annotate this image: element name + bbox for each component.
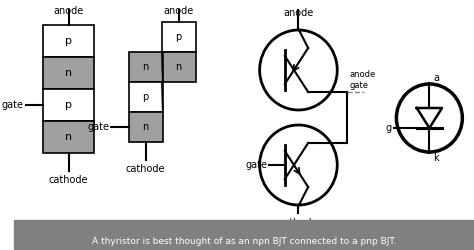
Text: gate: gate	[246, 160, 267, 170]
Text: a: a	[433, 73, 439, 83]
Text: p: p	[175, 32, 182, 42]
Bar	[43, 57, 94, 89]
Text: g: g	[385, 123, 392, 133]
Text: n: n	[65, 132, 72, 142]
Text: cathode: cathode	[49, 175, 88, 185]
Text: p: p	[143, 92, 149, 102]
Text: p: p	[65, 36, 72, 46]
Bar	[14, 220, 474, 250]
Text: cathode: cathode	[126, 164, 165, 174]
Text: anode
gate: anode gate	[350, 70, 376, 90]
Text: p: p	[65, 100, 72, 110]
Bar	[43, 89, 94, 121]
Text: anode: anode	[54, 6, 84, 16]
Text: n: n	[143, 122, 149, 132]
Text: cathode: cathode	[279, 218, 318, 228]
Bar	[129, 52, 163, 82]
Text: anode: anode	[283, 8, 314, 18]
Text: gate: gate	[87, 122, 109, 132]
Bar	[129, 82, 163, 112]
Bar	[162, 22, 196, 52]
Text: n: n	[143, 62, 149, 72]
Text: n: n	[175, 62, 182, 72]
Text: n: n	[65, 68, 72, 78]
Text: k: k	[433, 153, 439, 163]
Bar	[129, 112, 163, 142]
Text: gate: gate	[2, 100, 24, 110]
Text: anode: anode	[164, 6, 194, 16]
Text: A thyristor is best thought of as an npn BJT connected to a pnp BJT.: A thyristor is best thought of as an npn…	[92, 238, 396, 246]
Bar	[43, 25, 94, 57]
Bar	[43, 121, 94, 153]
Bar	[162, 52, 196, 82]
